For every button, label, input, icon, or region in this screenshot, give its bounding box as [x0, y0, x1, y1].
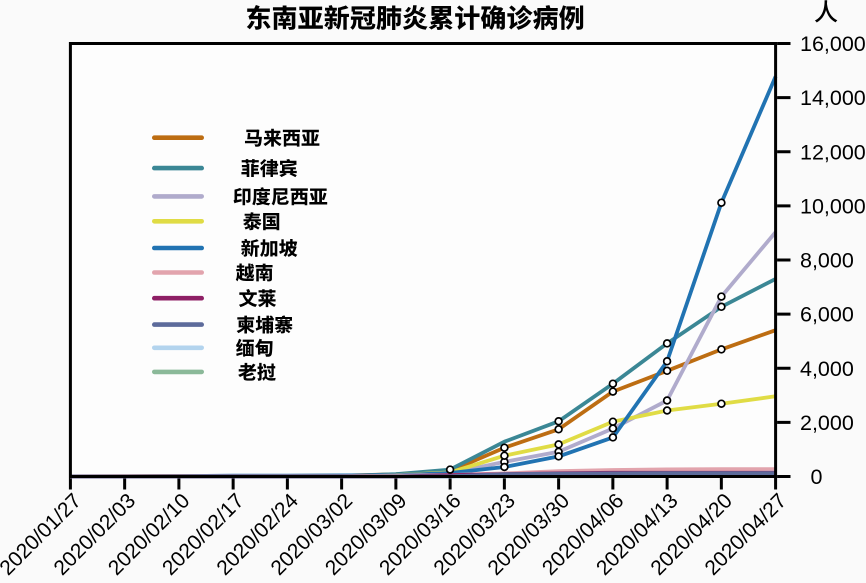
svg-text:8,000: 8,000: [800, 249, 854, 273]
svg-text:4,000: 4,000: [800, 357, 854, 381]
svg-text:12,000: 12,000: [800, 140, 866, 164]
svg-text:14,000: 14,000: [800, 86, 866, 110]
svg-text:0: 0: [811, 465, 823, 489]
svg-text:6,000: 6,000: [800, 303, 854, 327]
svg-text:10,000: 10,000: [800, 195, 866, 219]
svg-text:2,000: 2,000: [800, 411, 854, 435]
svg-text:16,000: 16,000: [800, 32, 866, 56]
